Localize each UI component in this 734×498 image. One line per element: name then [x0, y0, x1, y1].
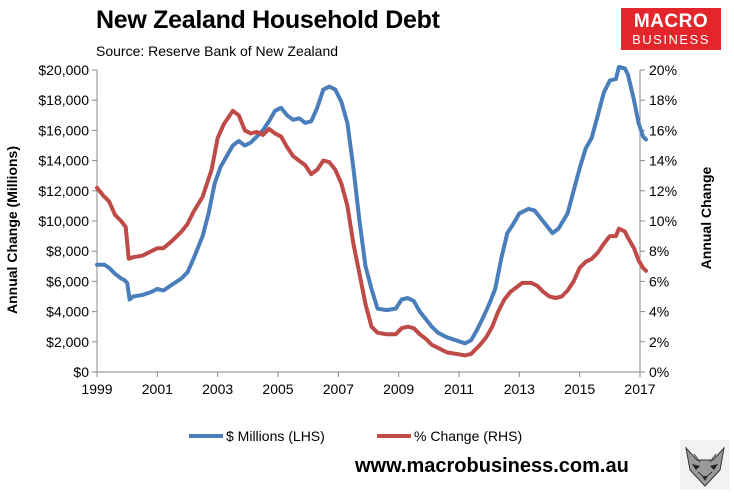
right-y-tick-label: 18%: [649, 92, 677, 108]
left-y-tick-label: $0: [73, 364, 89, 380]
right-y-tick-label: 12%: [649, 183, 677, 199]
x-tick-label: 2003: [202, 381, 233, 397]
legend-label-millions: $ Millions (LHS): [226, 428, 325, 444]
series-line-percent-change: [95, 108, 648, 358]
logo-line-1: MACRO: [633, 11, 709, 32]
right-y-tick-label: 10%: [649, 213, 677, 229]
x-tick-label: 2015: [564, 381, 595, 397]
x-tick-label: 2013: [504, 381, 535, 397]
right-y-tick-label: 20%: [649, 62, 677, 78]
right-y-tick-label: 0%: [649, 364, 669, 380]
left-y-tick-label: $8,000: [46, 243, 89, 259]
left-y-tick-label: $20,000: [38, 62, 89, 78]
left-y-axis-title: Annual Change (Millions): [4, 146, 20, 314]
right-y-tick-label: 6%: [649, 273, 669, 289]
right-y-tick-label: 8%: [649, 243, 669, 259]
fox-icon: [680, 440, 730, 490]
x-tick-label: 2009: [383, 381, 414, 397]
right-y-axis-title: Annual Change: [698, 166, 714, 269]
left-y-tick-label: $10,000: [38, 213, 89, 229]
right-y-tick-label: 2%: [649, 334, 669, 350]
chart-title: New Zealand Household Debt: [96, 6, 440, 34]
left-y-tick-label: $4,000: [46, 304, 89, 320]
chart-subtitle: Source: Reserve Bank of New Zealand: [96, 43, 339, 59]
x-tick-label: 2001: [142, 381, 173, 397]
left-y-tick-label: $18,000: [38, 92, 89, 108]
left-y-tick-label: $16,000: [38, 122, 89, 138]
left-y-tick-label: $6,000: [46, 273, 89, 289]
macrobusiness-logo: MACRO BUSINESS: [621, 8, 721, 50]
series-line-millions: [95, 65, 648, 346]
right-y-tick-label: 16%: [649, 122, 677, 138]
x-tick-label: 2005: [262, 381, 293, 397]
series-lines-group: [95, 65, 648, 358]
logo-line-2: BUSINESS: [632, 32, 710, 47]
x-tick-label: 2007: [323, 381, 354, 397]
footer-url[interactable]: www.macrobusiness.com.au: [355, 455, 629, 477]
right-y-tick-label: 4%: [649, 304, 669, 320]
left-y-tick-label: $12,000: [38, 183, 89, 199]
legend: $ Millions (LHS) % Change (RHS): [189, 428, 522, 444]
left-y-tick-label: $2,000: [46, 334, 89, 350]
x-tick-label: 2011: [444, 381, 474, 397]
x-tick-label: 1999: [81, 381, 112, 397]
left-y-tick-label: $14,000: [38, 153, 89, 169]
axes-group: [96, 70, 641, 373]
x-tick-label: 2017: [624, 381, 655, 397]
legend-label-percent-change: % Change (RHS): [414, 428, 522, 444]
right-y-tick-label: 14%: [649, 153, 677, 169]
ticks-group: 1999 2001 2003 2005 2007 2009 2011 2013 2015 2017…: [38, 62, 677, 397]
